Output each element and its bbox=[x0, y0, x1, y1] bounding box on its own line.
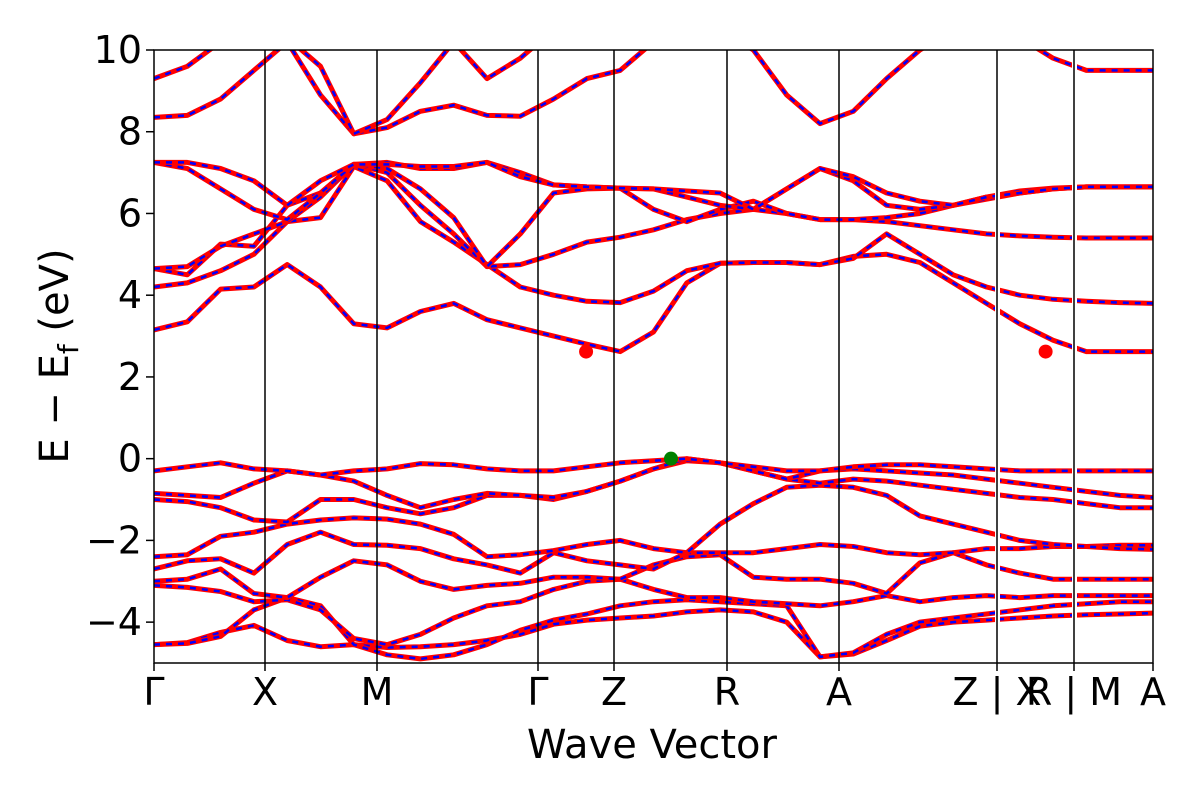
x-tick-label: Z bbox=[601, 670, 627, 714]
x-ticks: Γ X M Γ Z R A Z | XR | M A bbox=[143, 663, 1166, 715]
y-tick-label: 4 bbox=[118, 273, 142, 317]
band-4-dash bbox=[154, 551, 1153, 599]
band-15-line bbox=[154, 159, 1153, 212]
band-17-dash bbox=[154, 50, 532, 136]
x-tick-label: X bbox=[252, 670, 278, 714]
band-1-dash bbox=[154, 608, 1153, 659]
band-11-dash bbox=[154, 164, 1153, 305]
y-tick-label: 8 bbox=[118, 110, 142, 154]
y-tick-label: 0 bbox=[118, 437, 142, 481]
x-tick-label: R bbox=[714, 670, 740, 714]
y-tick-label: 2 bbox=[118, 355, 142, 399]
band-10-line bbox=[154, 251, 1153, 355]
y-axis-label: E − Ef (eV) bbox=[32, 248, 85, 463]
band-10-dash bbox=[154, 253, 1153, 353]
y-tick-label: −4 bbox=[86, 600, 142, 644]
cbm-z-second-marker bbox=[1038, 344, 1053, 359]
band-15-dash bbox=[154, 161, 1153, 211]
band-17-line bbox=[154, 50, 534, 137]
vbm-r-marker bbox=[663, 451, 678, 466]
band-5-dash bbox=[154, 530, 1153, 575]
band-3-dash bbox=[154, 577, 1153, 646]
y-axis-label-unit: (eV) bbox=[32, 248, 78, 344]
x-tick-label: Γ bbox=[527, 670, 548, 714]
y-axis-label-subscript: f bbox=[52, 343, 85, 354]
band-2-dash bbox=[154, 596, 1153, 661]
y-tick-label: 6 bbox=[118, 191, 142, 235]
y-tick-label: −2 bbox=[86, 518, 142, 562]
x-tick-label: A bbox=[1140, 670, 1166, 714]
plot-frame bbox=[153, 49, 1154, 664]
x-tick-label: Z | X bbox=[952, 670, 1041, 715]
band-13-dash bbox=[154, 163, 1153, 270]
x-tick-label: Γ bbox=[143, 670, 164, 714]
cbm-z-marker bbox=[579, 344, 594, 359]
x-axis-label: Wave Vector bbox=[527, 722, 778, 768]
band-9-line bbox=[154, 456, 1153, 478]
band-16-dash bbox=[154, 50, 1153, 136]
x-tick-label: R | M bbox=[1026, 670, 1122, 715]
band-6-dash bbox=[154, 483, 1153, 558]
axes bbox=[153, 49, 1154, 664]
y-tick-label: 10 bbox=[94, 28, 142, 72]
x-tick-label: A bbox=[826, 670, 852, 714]
band-13-line bbox=[154, 161, 1153, 272]
y-ticks: −4 −2 0 2 4 6 8 10 bbox=[86, 28, 154, 644]
band-12-dash bbox=[154, 163, 1153, 277]
band-16-line bbox=[154, 50, 1153, 137]
y-axis-label-main: E − E bbox=[32, 354, 78, 464]
band-8-line bbox=[154, 456, 1153, 511]
plot-area bbox=[154, 50, 1153, 663]
x-tick-label: M bbox=[361, 670, 394, 714]
